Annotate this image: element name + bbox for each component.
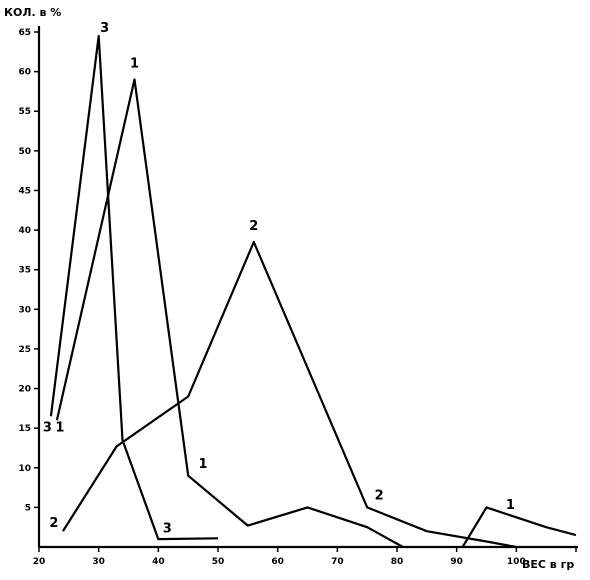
y-tick-label: 55 xyxy=(18,107,31,117)
y-axis-title: КОЛ. в % xyxy=(4,6,61,19)
y-tick-label: 15 xyxy=(18,424,31,434)
y-tick-label: 65 xyxy=(18,28,31,38)
x-tick-label: 20 xyxy=(33,557,46,567)
axes xyxy=(37,26,578,549)
x-tick-label: 80 xyxy=(391,557,404,567)
x-tick-label: 70 xyxy=(331,557,344,567)
series-label-3: 3 xyxy=(43,420,52,435)
x-axis-title: ВЕС в гр xyxy=(522,558,574,571)
series-line-1 xyxy=(55,78,404,548)
series-lines xyxy=(49,34,577,549)
series-label-1: 1 xyxy=(506,498,515,513)
x-tick-label: 50 xyxy=(212,557,225,567)
x-tick-label: 90 xyxy=(450,557,463,567)
y-tick-label: 50 xyxy=(18,147,31,157)
y-tick-label: 20 xyxy=(18,385,31,395)
y-tick-label: 45 xyxy=(18,186,31,196)
y-tick-label: 40 xyxy=(18,226,31,236)
x-tick-label: 30 xyxy=(92,557,105,567)
y-tick-label: 5 xyxy=(25,503,31,513)
series-label-2: 2 xyxy=(249,219,258,234)
y-tick-label: 10 xyxy=(18,464,31,474)
series-label-1: 1 xyxy=(130,57,139,72)
series-label-3: 3 xyxy=(100,21,109,36)
series-line-segment-3 xyxy=(461,506,577,548)
series-labels: 1 1 1 1 2 2 2 3 3 3 xyxy=(43,21,515,537)
y-tick-label: 35 xyxy=(18,266,31,276)
x-tick-label: 60 xyxy=(271,557,284,567)
series-label-1: 1 xyxy=(199,457,208,472)
series-label-2: 2 xyxy=(49,516,58,531)
series-label-2: 2 xyxy=(375,488,384,503)
y-tick-label: 30 xyxy=(18,305,31,315)
x-tick-label: 100 xyxy=(507,557,526,567)
series-label-3: 3 xyxy=(163,522,172,537)
series-label-1: 1 xyxy=(55,420,64,435)
y-tick-label: 25 xyxy=(18,345,31,355)
y-tick-label: 60 xyxy=(18,68,31,78)
x-tick-label: 40 xyxy=(152,557,165,567)
series-line-3 xyxy=(49,34,219,541)
series-line-2 xyxy=(61,240,517,549)
ticks: 5 10 15 20 25 30 35 40 45 50 55 60 65 20 30 40 50 60 70 80 9… xyxy=(18,28,577,567)
